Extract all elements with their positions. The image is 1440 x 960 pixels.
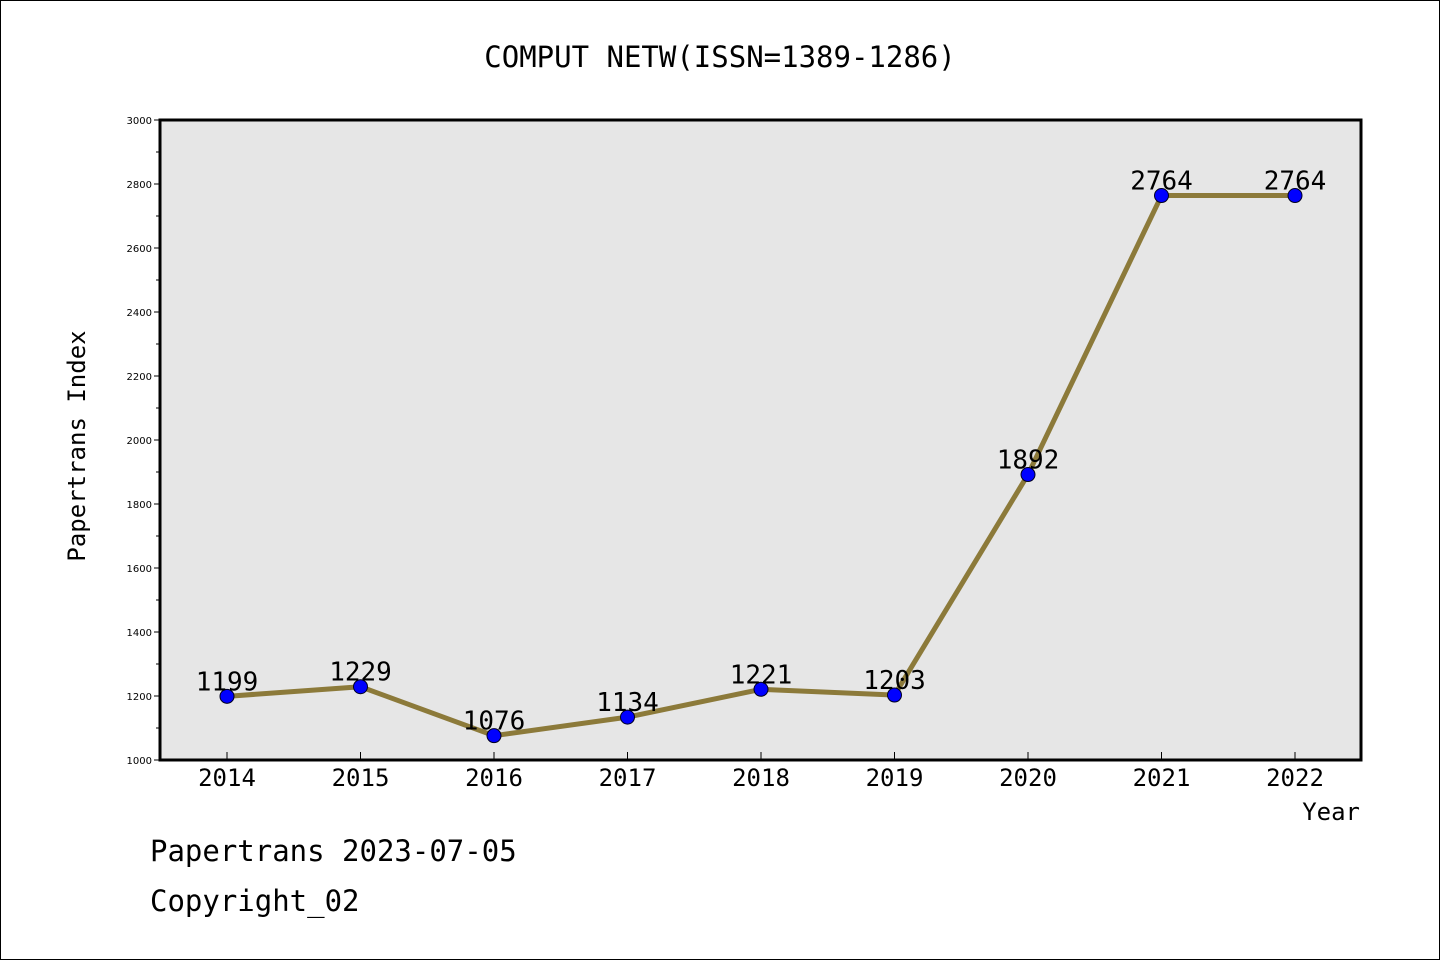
data-point xyxy=(219,688,235,704)
y-axis-ticks: 1000 1200 1400 1600 1800 2000 2200 2400 2600 2800… xyxy=(127,116,160,767)
data-point xyxy=(1020,467,1036,483)
x-tick-label: 2017 xyxy=(599,764,657,792)
data-label: 1203 xyxy=(863,666,926,696)
data-label: 1221 xyxy=(730,660,793,690)
y-tick-label: 2200 xyxy=(127,372,152,383)
data-label: 1199 xyxy=(196,667,259,697)
footer-copyright-text: Copyright_02 xyxy=(150,884,360,918)
data-label: 1892 xyxy=(997,446,1060,476)
data-point xyxy=(486,728,502,744)
x-tick-label: 2021 xyxy=(1133,764,1191,792)
data-point xyxy=(1287,188,1303,204)
x-tick-label: 2022 xyxy=(1266,764,1324,792)
y-tick-label: 2000 xyxy=(127,436,152,447)
footer-date-text: Papertrans 2023-07-05 xyxy=(150,834,517,868)
y-tick-label: 1600 xyxy=(127,564,152,575)
x-tick-label: 2015 xyxy=(332,764,390,792)
data-point xyxy=(620,709,635,725)
x-tick-label: 2020 xyxy=(999,764,1057,792)
data-point xyxy=(887,687,902,703)
chart-title: COMPUT NETW(ISSN=1389-1286) xyxy=(484,40,955,74)
data-label: 1229 xyxy=(329,658,392,688)
y-tick-label: 1400 xyxy=(127,628,152,639)
x-axis-ticks: 2014 2015 2016 2017 2018 2019 2020 2021 2022 xyxy=(198,752,1324,792)
data-point xyxy=(353,679,368,695)
x-tick-label: 2019 xyxy=(866,764,924,792)
y-tick-label: 2800 xyxy=(127,180,152,191)
data-labels: 1199 1229 1076 1134 1221 1203 1892 2764 2764 xyxy=(196,167,1327,737)
x-tick-label: 2018 xyxy=(732,764,790,792)
data-label: 2764 xyxy=(1130,167,1193,197)
x-axis-label: Year xyxy=(1302,798,1360,826)
plot-area xyxy=(160,120,1361,760)
y-tick-label: 3000 xyxy=(127,116,152,127)
data-markers xyxy=(219,188,1303,744)
y-tick-label: 1200 xyxy=(127,692,152,703)
y-tick-label: 2600 xyxy=(127,244,152,255)
y-tick-label: 2400 xyxy=(127,308,152,319)
y-tick-label: 1800 xyxy=(127,500,152,511)
data-label: 2764 xyxy=(1264,167,1327,197)
x-tick-label: 2014 xyxy=(198,764,256,792)
data-label: 1076 xyxy=(463,707,526,737)
data-point xyxy=(1154,188,1169,204)
data-point xyxy=(753,681,769,697)
y-tick-label: 1000 xyxy=(127,756,152,767)
x-tick-label: 2016 xyxy=(465,764,523,792)
y-axis-label: Papertrans Index xyxy=(63,330,91,561)
plot-border xyxy=(158,118,1363,762)
data-label: 1134 xyxy=(596,688,659,718)
